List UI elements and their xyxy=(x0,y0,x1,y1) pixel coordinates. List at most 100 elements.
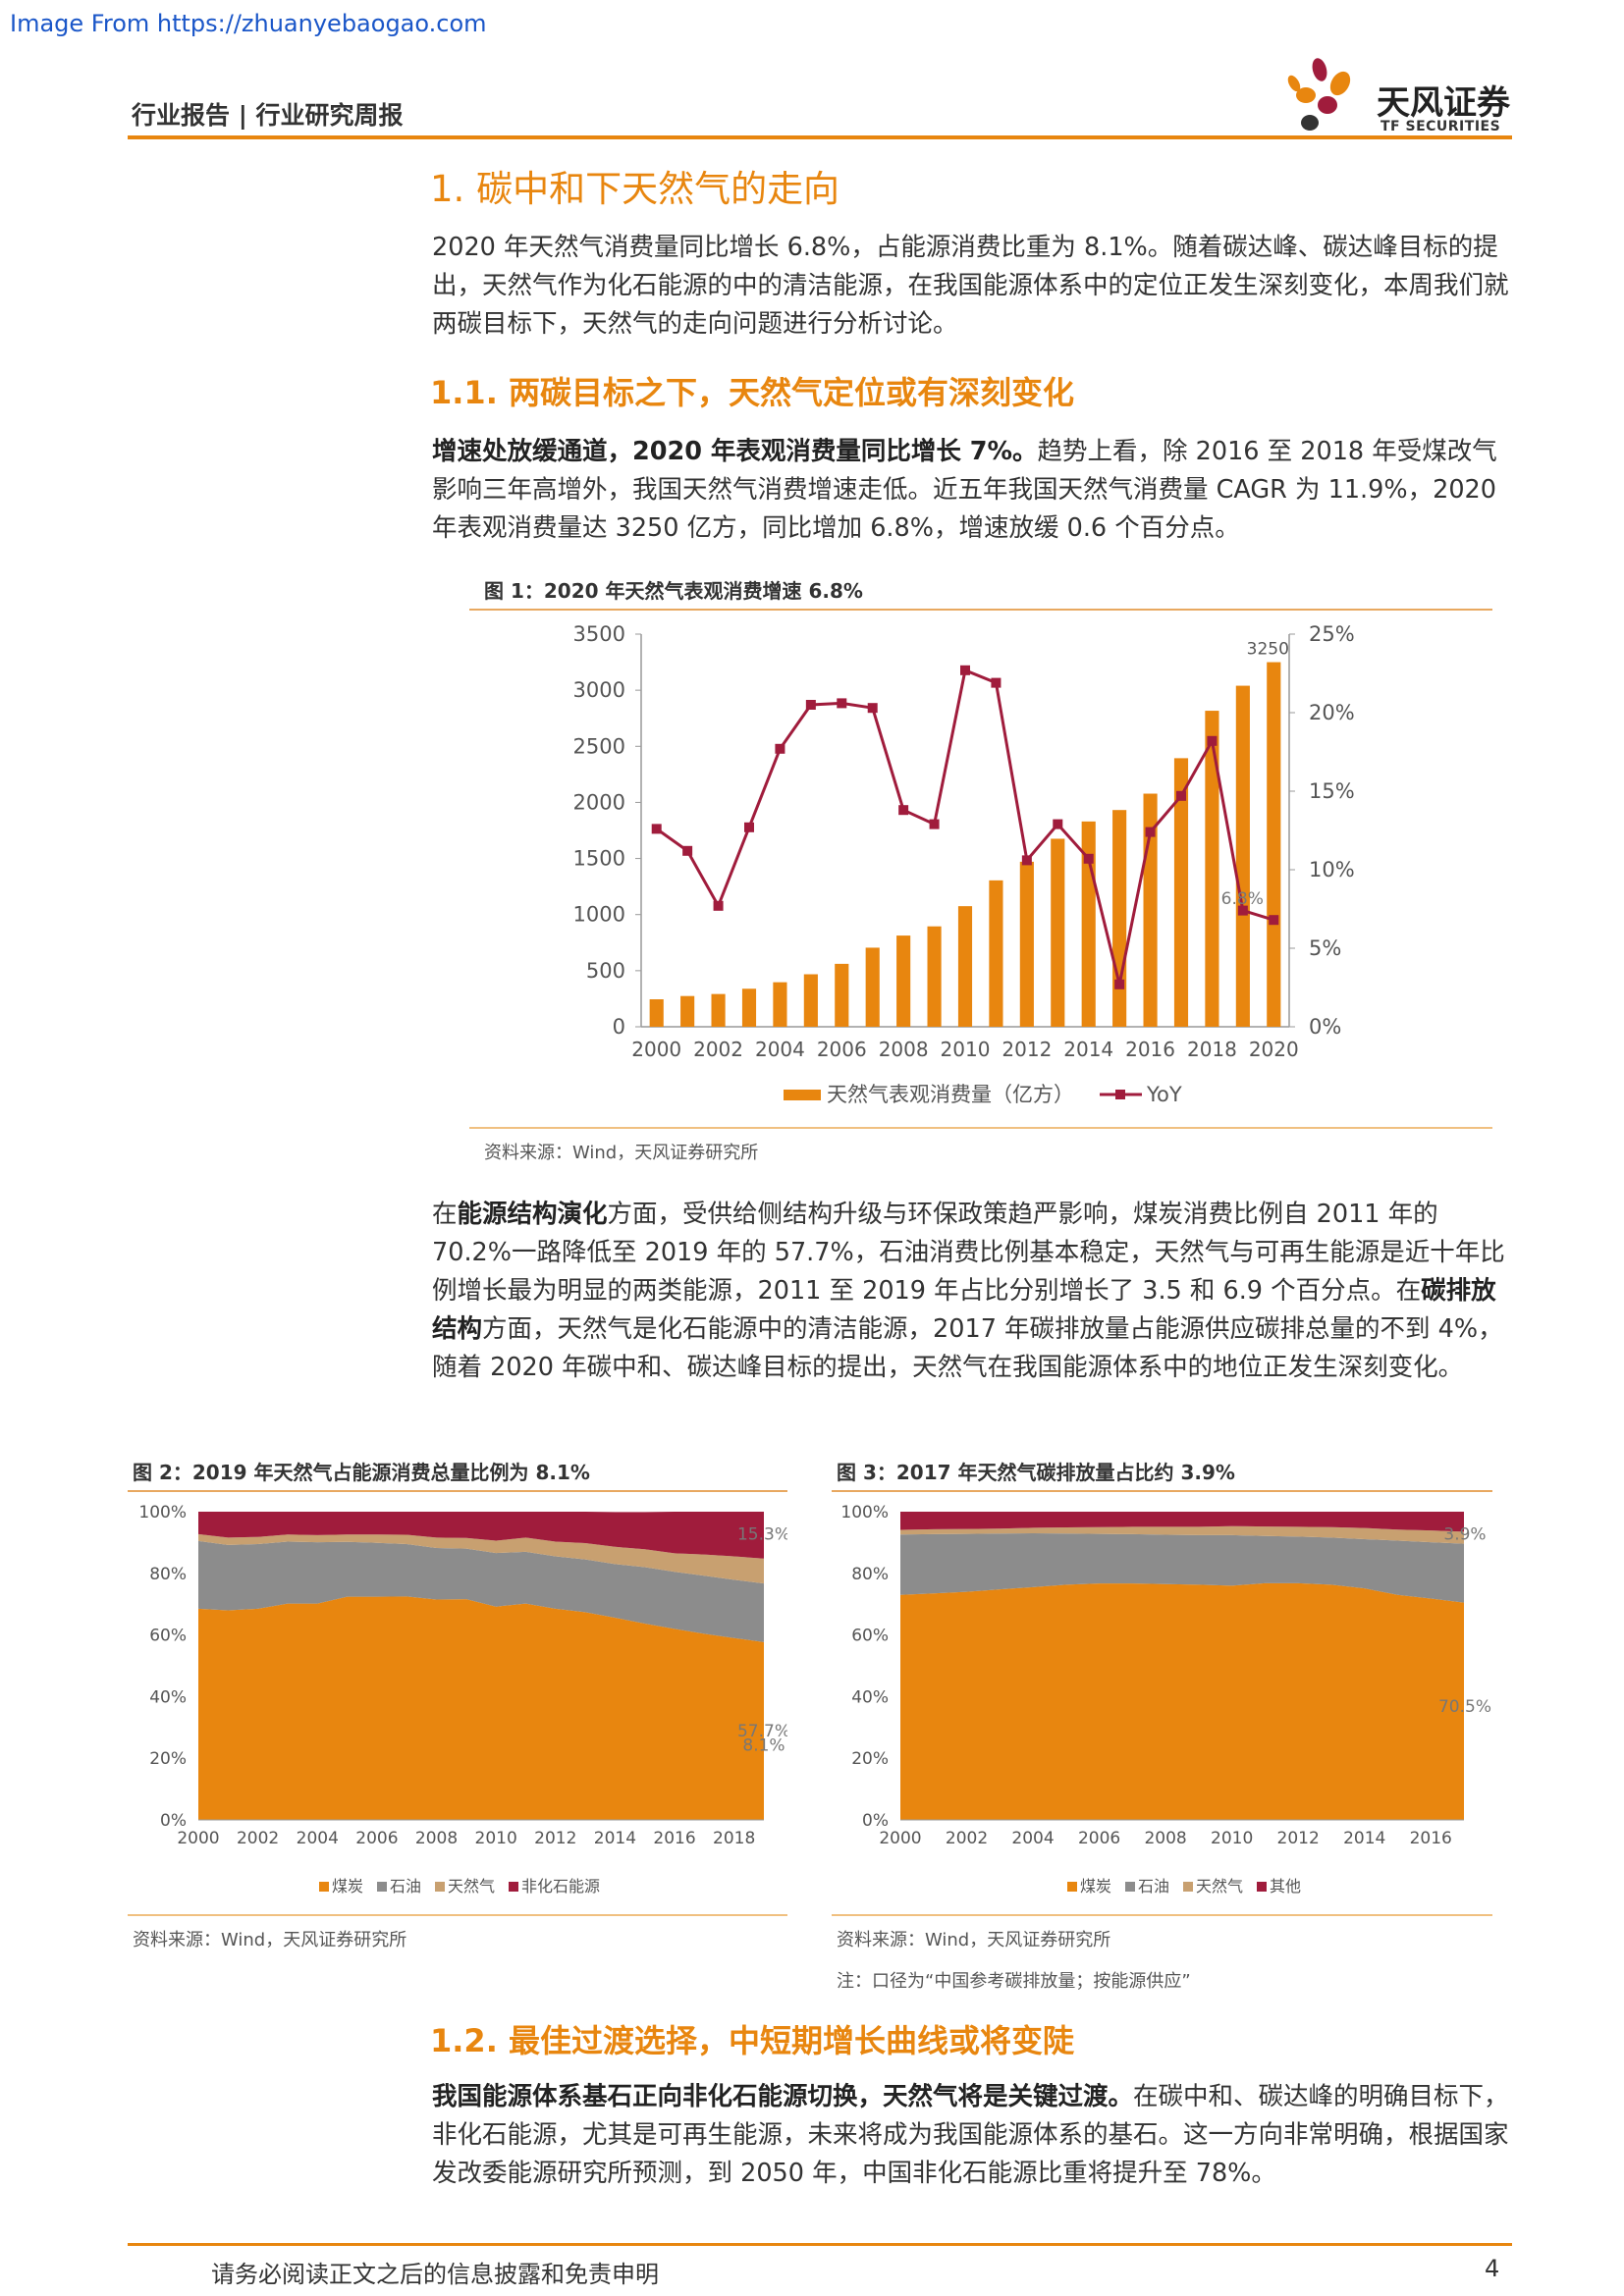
left-y-tick-label: 2500 xyxy=(573,734,625,758)
energy-structure-paragraph: 在能源结构演化方面，受供给侧结构升级与环保政策趋严影响，煤炭消费比例自 2011… xyxy=(432,1196,1512,1387)
x-tick-label: 2008 xyxy=(1144,1829,1186,1848)
yoy-point xyxy=(744,822,754,832)
x-tick-label: 2006 xyxy=(1078,1829,1120,1848)
left-y-tick-label: 3500 xyxy=(573,622,625,646)
yoy-point xyxy=(837,698,847,709)
right-y-tick-label: 20% xyxy=(1309,701,1355,724)
consumption-bar xyxy=(803,974,818,1027)
logo-name-cn: 天风证券 xyxy=(1377,83,1510,123)
figure-1-source: 资料来源：Wind，天风证券研究所 xyxy=(484,1143,759,1163)
area-4-band xyxy=(198,1512,764,1559)
figure-3-bottom-rule xyxy=(832,1914,1492,1916)
figure-3-source: 资料来源：Wind，天风证券研究所 xyxy=(837,1930,1111,1950)
y-tick-label: 0% xyxy=(160,1811,187,1831)
figure-2-source: 资料来源：Wind，天风证券研究所 xyxy=(133,1930,407,1950)
figure-1-title: 图 1：2020 年天然气表观消费增速 6.8% xyxy=(484,579,863,603)
x-tick-label: 2004 xyxy=(1011,1829,1054,1848)
right-y-tick-label: 15% xyxy=(1309,779,1355,803)
consumption-bar xyxy=(741,988,757,1027)
section-1-2-lead: 我国能源体系基石正向非化石能源切换，天然气将是关键过渡。 xyxy=(432,2082,1134,2111)
legend-bar-swatch xyxy=(784,1090,821,1100)
x-tick-label: 2002 xyxy=(237,1829,279,1848)
legend-swatch xyxy=(1067,1882,1077,1892)
legend-swatch xyxy=(1125,1882,1135,1892)
consumption-bar xyxy=(711,993,726,1027)
x-tick-label: 2002 xyxy=(946,1829,988,1848)
y-tick-label: 100% xyxy=(138,1503,187,1522)
y-tick-label: 40% xyxy=(851,1687,889,1707)
consumption-bar xyxy=(1019,861,1034,1027)
right-y-tick-label: 10% xyxy=(1309,858,1355,881)
right-y-tick-label: 5% xyxy=(1309,936,1341,960)
y-tick-label: 60% xyxy=(851,1627,889,1646)
figure-2-chart: 0% 20% 40% 60% 80% 100% 2000 2002 2004 2006 2008 20… xyxy=(138,1503,787,1896)
figure-1-bottom-rule xyxy=(469,1127,1492,1129)
area-4-band xyxy=(900,1512,1464,1532)
section-1-2-paragraph: 我国能源体系基石正向非化石能源切换，天然气将是关键过渡。在碳中和、碳达峰的明确目… xyxy=(432,2078,1512,2193)
section-1-1-title: 1.1. 两碳目标之下，天然气定位或有深刻变化 xyxy=(430,374,1074,411)
area-2-band xyxy=(198,1540,764,1642)
section-1-1-lead: 增速处放缓通道，2020 年表观消费量同比增长 7%。 xyxy=(432,437,1038,466)
x-tick-label: 2000 xyxy=(879,1829,921,1848)
disclaimer-text: 请务必阅读正文之后的信息披露和免责申明 xyxy=(211,2261,659,2288)
yoy-point xyxy=(898,805,909,816)
legend-label: 石油 xyxy=(390,1877,421,1896)
figure-3-note: 注：口径为“中国参考碳排放量；按能源供应” xyxy=(837,1971,1191,1992)
figure-3-title: 图 3：2017 年天然气碳排放量占比约 3.9% xyxy=(837,1461,1235,1484)
report-category: 行业报告 | 行业研究周报 xyxy=(132,101,404,130)
para2-text-3: 方面，天然气是化石能源中的清洁能源，2017 年碳排放量占能源供应碳排总量的不到… xyxy=(432,1314,1503,1382)
x-tick-label: 2006 xyxy=(355,1829,398,1848)
annotation-label: 70.5% xyxy=(1438,1697,1491,1717)
section-1-2-title: 1.2. 最佳过渡选择，中短期增长曲线或将变陡 xyxy=(430,2022,1074,2059)
para2-bold-2: 碳排放结构 xyxy=(432,1276,1496,1344)
consumption-bar xyxy=(927,926,942,1027)
x-tick-label: 2008 xyxy=(879,1038,929,1061)
header-rule xyxy=(128,135,1512,139)
left-y-tick-label: 0 xyxy=(613,1015,625,1039)
right-y-tick-label: 0% xyxy=(1309,1015,1341,1039)
left-y-tick-label: 500 xyxy=(586,959,625,983)
yoy-point xyxy=(1269,915,1279,926)
x-tick-label: 2012 xyxy=(534,1829,576,1848)
consumption-bar xyxy=(1173,758,1189,1027)
legend-swatch xyxy=(319,1882,329,1892)
legend-label: 非化石能源 xyxy=(521,1877,600,1896)
right-y-tick-label: 25% xyxy=(1309,622,1355,646)
figure-3-chart: 0% 20% 40% 60% 80% 100% 2000 2002 2004 2006 2008 20… xyxy=(840,1503,1491,1896)
consumption-bar xyxy=(649,999,664,1027)
legend-swatch xyxy=(377,1882,387,1892)
left-y-tick-label: 1000 xyxy=(573,903,625,927)
annotation-label: 15.3% xyxy=(737,1524,787,1544)
area-3-band xyxy=(198,1533,764,1584)
yoy-point xyxy=(867,703,878,714)
y-tick-label: 80% xyxy=(149,1565,187,1584)
yoy-point xyxy=(929,819,940,829)
x-tick-label: 2014 xyxy=(1063,1038,1113,1061)
para2-text-1: 在 xyxy=(432,1200,458,1229)
x-tick-label: 2008 xyxy=(415,1829,458,1848)
legend-line-marker xyxy=(1115,1090,1125,1099)
x-tick-label: 2018 xyxy=(713,1829,755,1848)
company-logo: 天风证券 TF SECURITIES xyxy=(1286,54,1512,142)
yoy-point xyxy=(1114,979,1125,989)
yoy-point xyxy=(805,700,816,710)
y-tick-label: 60% xyxy=(149,1627,187,1646)
left-y-tick-label: 1500 xyxy=(573,847,625,871)
last-bar-label: 3250 xyxy=(1247,640,1289,660)
y-tick-label: 80% xyxy=(851,1565,889,1584)
legend-label: 天然气 xyxy=(1196,1877,1243,1896)
yoy-point xyxy=(1021,855,1032,866)
yoy-point xyxy=(775,743,785,754)
yoy-point xyxy=(682,845,693,856)
figure-2-bottom-rule xyxy=(128,1914,787,1916)
logo-name-en: TF SECURITIES xyxy=(1380,119,1501,134)
x-tick-label: 2012 xyxy=(1277,1829,1320,1848)
consumption-bar xyxy=(1235,685,1250,1027)
watermark-text: Image From https://zhuanyebaogao.com xyxy=(10,10,487,37)
legend-swatch xyxy=(1257,1882,1267,1892)
last-yoy-label: 6.8% xyxy=(1221,889,1264,909)
consumption-bar xyxy=(773,982,787,1027)
x-tick-label: 2010 xyxy=(1211,1829,1253,1848)
tf-flower-icon xyxy=(1287,58,1351,131)
yoy-point xyxy=(991,677,1001,688)
